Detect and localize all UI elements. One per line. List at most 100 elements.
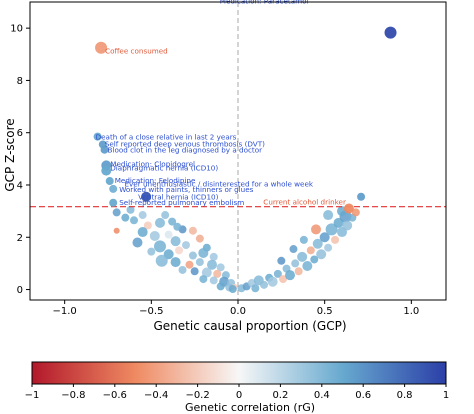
data-point: [188, 226, 197, 235]
annotated-point: [141, 191, 152, 202]
data-point: [213, 269, 222, 278]
data-point: [299, 235, 308, 244]
data-point: [201, 267, 212, 278]
colorbar: −1 −0.8 −0.6 −0.4 −0.2 0 0.2 0.4 0.6 0.8 1: [25, 361, 449, 401]
data-point: [143, 221, 152, 230]
data-point: [324, 243, 333, 252]
data-point: [277, 256, 286, 265]
axes: −1.0 −0.5 0.0 0.5 1.0 0 2 4 6 8 10: [10, 1, 447, 317]
colorbar-tick-label: −0.8: [61, 390, 85, 401]
data-point: [297, 251, 308, 262]
annotation-label: Death of a close relative in last 2 year…: [96, 133, 237, 142]
data-point: [188, 251, 197, 260]
data-point: [138, 211, 147, 220]
data-point: [175, 246, 184, 255]
data-point: [312, 238, 323, 249]
data-point: [306, 246, 315, 255]
annotated-point: [109, 184, 118, 193]
y-tick-label: 10: [10, 24, 23, 35]
data-point: [168, 217, 177, 226]
colorbar-tick-label: 0.2: [272, 390, 288, 401]
data-point: [185, 260, 194, 269]
annotated-point: [95, 41, 108, 54]
data-point: [260, 280, 268, 289]
colorbar-tick-label: −0.2: [185, 390, 209, 401]
data-point: [228, 285, 237, 294]
data-point: [310, 255, 319, 264]
colorbar-label: Genetic correlation (rG): [185, 401, 315, 414]
annotated-point: [101, 165, 112, 176]
colorbar-tick-label: 0.8: [397, 390, 413, 401]
colorbar-tick-label: 0.6: [355, 390, 371, 401]
colorbar-tick-label: −0.6: [103, 390, 127, 401]
data-point: [173, 222, 182, 231]
data-point: [216, 282, 225, 291]
annotated-points-layer: [93, 26, 397, 214]
data-point: [251, 284, 260, 293]
data-point: [291, 259, 300, 268]
annotated-point: [343, 203, 354, 214]
data-point: [132, 237, 143, 248]
annotated-point: [100, 145, 109, 154]
data-point: [351, 208, 360, 217]
colorbar-gradient: [31, 361, 447, 385]
data-point: [154, 240, 166, 253]
data-point: [161, 211, 170, 220]
annotation-labels: Medication: Paracetamol Coffee consumed De…: [96, 0, 346, 207]
points-layer: [112, 205, 360, 294]
data-point: [267, 276, 278, 287]
annotation-label: Ventral hernia (ICD10): [138, 193, 218, 202]
data-point: [137, 227, 148, 238]
annotation-label: Ever unenthusiastic / disinterested for …: [125, 180, 314, 189]
annotation-label: Diaphragmatic hernia (ICD10): [110, 164, 218, 173]
data-point: [195, 234, 204, 243]
colorbar-tick-label: −0.4: [144, 390, 168, 401]
x-tick-label: −0.5: [139, 306, 163, 317]
data-point: [285, 270, 295, 281]
data-point: [170, 236, 181, 247]
data-point: [325, 223, 338, 236]
colorbar-tick-label: 0.4: [314, 390, 330, 401]
data-point: [190, 267, 199, 276]
data-point: [121, 213, 130, 222]
annotation-label: Medication: Clopidogrel: [110, 159, 195, 168]
data-point: [319, 232, 330, 243]
data-point: [155, 254, 168, 267]
data-point: [126, 205, 135, 214]
data-point: [149, 230, 160, 241]
x-tick-label: 0.5: [317, 306, 333, 317]
data-point: [182, 241, 190, 250]
data-point: [164, 230, 173, 239]
data-point: [331, 235, 340, 244]
annotation-label: Current alcohol drinker: [263, 198, 346, 207]
y-tick-label: 4: [17, 180, 23, 191]
colorbar-tick-label: −1: [25, 390, 40, 401]
annotated-point: [109, 198, 118, 207]
data-point: [302, 261, 313, 272]
data-point: [112, 208, 121, 217]
data-point: [316, 249, 327, 260]
annotation-label: Self-reported pulmonary embolism: [119, 198, 244, 207]
data-point: [311, 224, 321, 235]
annotation-label: Self reported deep venous thrombosis (DV…: [105, 139, 265, 148]
data-point: [209, 252, 218, 261]
data-point: [113, 227, 120, 234]
y-axis-label: GCP Z-score: [3, 118, 17, 191]
annotation-label: Coffee consumed: [105, 47, 168, 56]
data-point: [178, 265, 187, 274]
data-point: [130, 216, 138, 225]
data-point: [170, 257, 181, 268]
data-point: [342, 220, 353, 231]
x-tick-label: −1.0: [53, 306, 77, 317]
data-point: [294, 267, 303, 276]
annotated-point: [384, 26, 397, 39]
data-point: [199, 275, 208, 284]
data-point: [207, 259, 217, 270]
y-tick-label: 2: [17, 233, 23, 244]
x-tick-label: 1.0: [403, 306, 419, 317]
annotation-label: Blood clot in the leg diagnosed by a doc…: [108, 146, 263, 155]
data-point: [273, 269, 282, 278]
data-point: [323, 210, 334, 221]
x-axis-label: Genetic causal proportion (GCP): [153, 319, 346, 333]
